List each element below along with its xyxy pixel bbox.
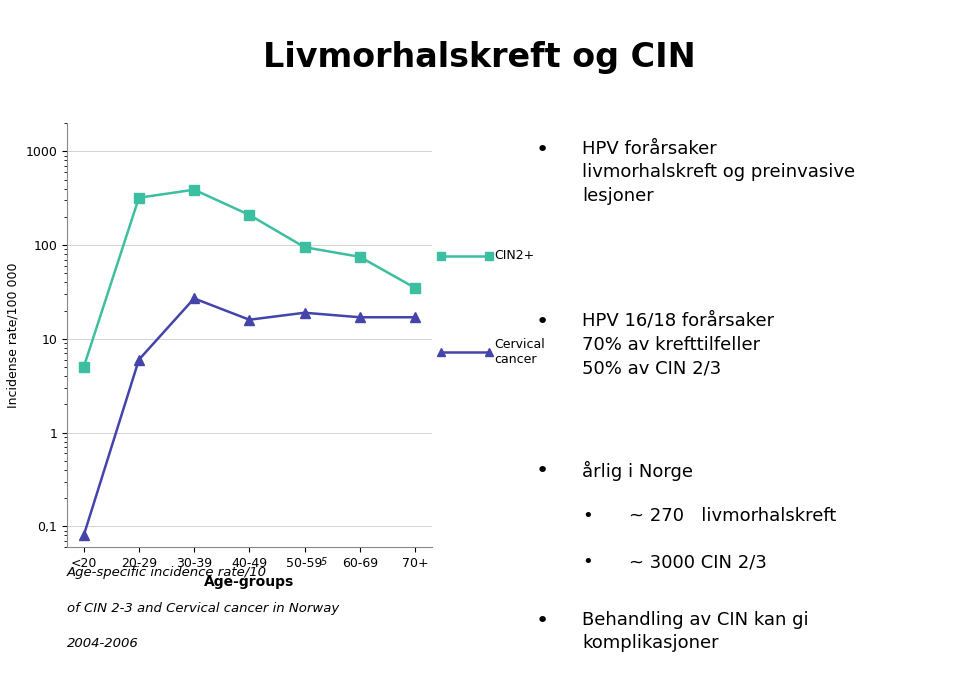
- Text: Cervical
cancer: Cervical cancer: [494, 339, 545, 366]
- Text: 5: 5: [321, 557, 328, 566]
- Text: ~ 270   livmorhalskreft: ~ 270 livmorhalskreft: [629, 508, 836, 525]
- Text: of CIN 2-3 and Cervical cancer in Norway: of CIN 2-3 and Cervical cancer in Norway: [67, 603, 339, 616]
- Point: [483, 252, 495, 260]
- Point: [435, 348, 447, 356]
- Text: ~ 3000 CIN 2/3: ~ 3000 CIN 2/3: [629, 553, 766, 571]
- Y-axis label: Incidense rate/100 000: Incidense rate/100 000: [7, 263, 20, 408]
- Text: •: •: [536, 461, 550, 482]
- Text: årlig i Norge: årlig i Norge: [582, 461, 693, 482]
- Text: CIN2+: CIN2+: [494, 249, 534, 263]
- Text: •: •: [536, 611, 550, 631]
- Line: 2 pts: 2 pts: [437, 252, 493, 260]
- Text: •: •: [582, 508, 593, 525]
- Text: Age-specific incidence rate/10: Age-specific incidence rate/10: [67, 566, 268, 579]
- Text: •: •: [536, 312, 550, 332]
- Text: Livmorhalskreft og CIN: Livmorhalskreft og CIN: [263, 41, 696, 74]
- Text: Behandling av CIN kan gi
komplikasjoner: Behandling av CIN kan gi komplikasjoner: [582, 611, 809, 653]
- Line: 2 pts: 2 pts: [437, 348, 493, 356]
- Point: [483, 348, 495, 356]
- X-axis label: Age-groups: Age-groups: [204, 575, 294, 590]
- Text: HPV forårsaker
livmorhalskreft og preinvasive
lesjoner: HPV forårsaker livmorhalskreft og preinv…: [582, 140, 855, 205]
- Text: •: •: [536, 140, 550, 159]
- Point: [435, 252, 447, 260]
- Text: HPV 16/18 forårsaker
70% av krefttilfeller
50% av CIN 2/3: HPV 16/18 forårsaker 70% av krefttilfell…: [582, 312, 775, 377]
- Text: •: •: [582, 553, 593, 571]
- Text: 2004-2006: 2004-2006: [67, 637, 139, 650]
